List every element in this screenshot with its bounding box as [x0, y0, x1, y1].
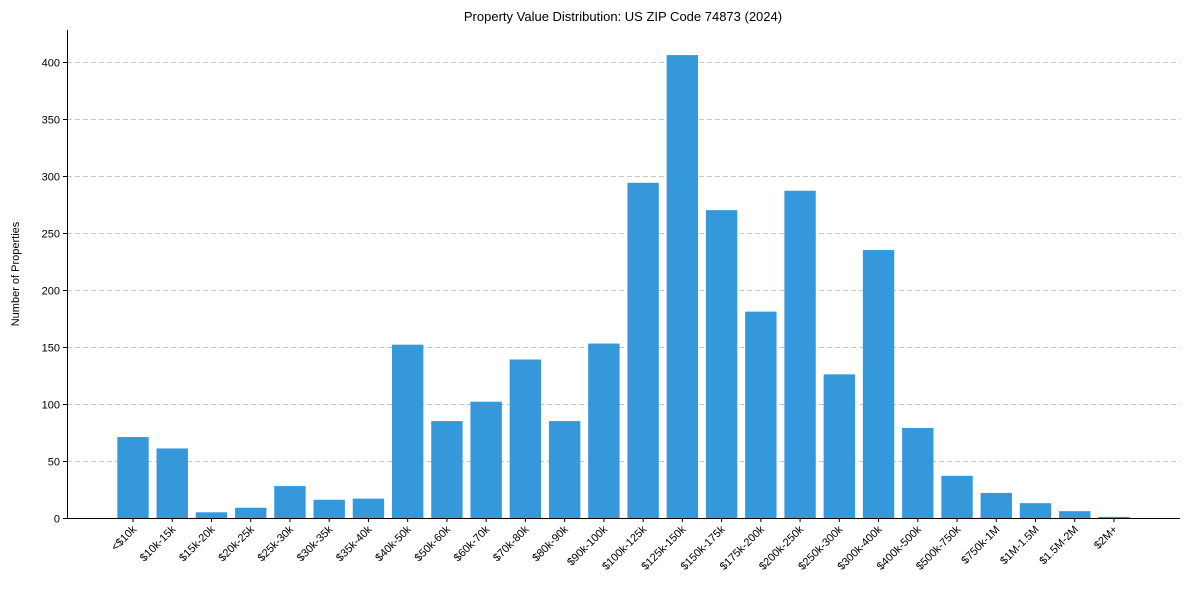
- bar: [431, 421, 463, 518]
- x-ticks: <$10k$10k-15k$15k-20k$20k-25k$25k-30k$30…: [109, 518, 1120, 573]
- bar: [862, 250, 895, 518]
- y-gridlines: [67, 62, 1180, 462]
- bar: [470, 401, 502, 518]
- bar: [313, 499, 345, 518]
- y-tick-label: 50: [48, 457, 60, 469]
- bar: [274, 486, 306, 518]
- y-tick-label: 200: [42, 286, 60, 298]
- bar: [352, 498, 385, 518]
- bar: [588, 343, 620, 518]
- x-tick-label: $80k-90k: [530, 523, 571, 564]
- bar: [627, 182, 659, 519]
- axes: [67, 30, 1180, 519]
- y-tick-label: 0: [54, 514, 60, 526]
- x-tick-label: $10k-15k: [138, 523, 179, 564]
- bar: [745, 311, 777, 518]
- x-tick-label: $70k-80k: [491, 523, 532, 564]
- x-tick-label: $40k-50k: [373, 523, 414, 564]
- x-tick-label: $1M-1.5M: [998, 524, 1042, 568]
- bar: [509, 359, 542, 518]
- x-tick-label: $50k-60k: [413, 523, 454, 564]
- bar: [195, 512, 228, 518]
- bar: [980, 492, 1012, 518]
- bar: [902, 427, 934, 518]
- bar: [235, 507, 267, 518]
- x-tick-label: $30k-35k: [295, 523, 336, 564]
- y-tick-label: 100: [42, 400, 60, 412]
- y-ticks: 0 50 100 150 200 250 300 350 400: [42, 58, 67, 526]
- x-tick-label: $15k-20k: [177, 523, 218, 564]
- bar: [705, 210, 738, 518]
- y-tick-label: 150: [42, 343, 60, 355]
- bar: [391, 344, 424, 518]
- x-tick-label: <$10k: [109, 523, 139, 553]
- y-tick-label: 300: [42, 172, 60, 184]
- bar: [823, 374, 856, 518]
- y-tick-label: 350: [42, 115, 60, 127]
- bar: [1098, 516, 1130, 518]
- bar: [156, 448, 188, 518]
- x-tick-label: $2M+: [1092, 524, 1120, 552]
- x-tick-label: $1.5M-2M: [1037, 524, 1081, 568]
- x-tick-label: $60k-70k: [452, 523, 493, 564]
- x-tick-label: $25k-30k: [256, 523, 297, 564]
- x-tick-label: $20k-25k: [216, 523, 257, 564]
- bar: [548, 421, 581, 518]
- bar: [941, 475, 973, 518]
- bar: [1059, 511, 1091, 518]
- y-tick-label: 250: [42, 229, 60, 241]
- bar: [666, 55, 699, 519]
- bar: [784, 190, 816, 518]
- x-tick-label: $750k-1M: [959, 524, 1002, 567]
- x-tick-label: $35k-40k: [334, 523, 375, 564]
- bar: [1019, 503, 1052, 518]
- chart-title: Property Value Distribution: US ZIP Code…: [464, 9, 782, 24]
- bar: [117, 437, 149, 518]
- bars: [117, 55, 1130, 519]
- y-tick-label: 400: [42, 58, 60, 70]
- y-axis-label: Number of Properties: [10, 221, 22, 326]
